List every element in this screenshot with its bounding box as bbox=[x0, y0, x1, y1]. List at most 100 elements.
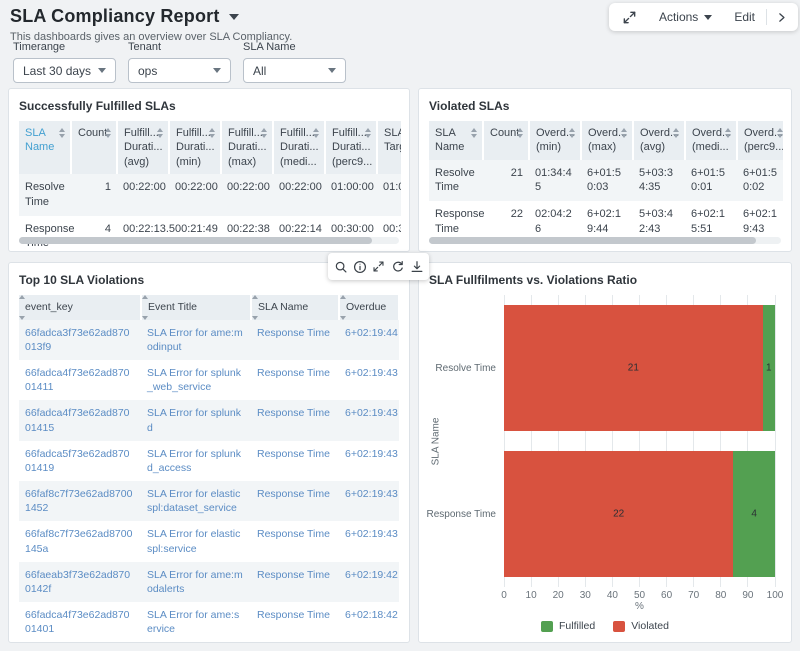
cell-event-title-link[interactable]: SLA Error for ame:service bbox=[141, 602, 251, 642]
horizontal-scrollbar[interactable] bbox=[19, 237, 399, 244]
cell-event-key-link[interactable]: 66fadca4f73e62ad87001401 bbox=[19, 602, 141, 642]
table-row: 66fadca4f73e62ad87001411 SLA Error for s… bbox=[19, 360, 399, 400]
cell-event-key-link[interactable]: 66faf8c7f73e62ad87001452 bbox=[19, 481, 141, 521]
horizontal-scrollbar[interactable] bbox=[429, 237, 781, 244]
cell-count: 21 bbox=[483, 160, 529, 202]
actions-button[interactable]: Actions bbox=[648, 3, 723, 31]
cell-sla-name-link[interactable]: Response Time bbox=[251, 481, 339, 521]
column-header[interactable]: SLA Name bbox=[19, 121, 71, 174]
search-icon bbox=[334, 260, 348, 274]
cell-sla-name-link[interactable]: Response Time bbox=[251, 562, 339, 602]
panel-fulfillment-ratio-chart: SLA Fullfilments vs. Violations Ratio SL… bbox=[418, 262, 792, 643]
collapse-panel-button[interactable] bbox=[767, 3, 796, 31]
legend-item-violated[interactable]: Violated bbox=[613, 620, 669, 632]
scrollbar-thumb[interactable] bbox=[19, 237, 372, 244]
cell-event-title-link[interactable]: SLA Error for splunkd bbox=[141, 400, 251, 440]
sort-icon bbox=[471, 128, 478, 138]
column-header[interactable]: Fulfill... Durati... (max) bbox=[221, 121, 273, 174]
column-header[interactable]: Overd... (avg) bbox=[633, 121, 685, 160]
cell-overdue-link[interactable]: 6+02:19:44 bbox=[339, 320, 399, 360]
download-icon bbox=[410, 260, 424, 274]
cell-sla-name-link[interactable]: Response Time bbox=[251, 521, 339, 561]
sort-icon bbox=[569, 128, 576, 138]
bar-segment-violated[interactable]: 21 bbox=[504, 305, 763, 431]
column-header[interactable]: Overd... (perc9... bbox=[737, 121, 783, 160]
table-row: 66faeab3f73e62ad8700142f SLA Error for a… bbox=[19, 562, 399, 602]
cell-event-key-link[interactable]: 66fadca5f73e62ad87001419 bbox=[19, 441, 141, 481]
column-header[interactable]: Fulfill... Durati... (medi... bbox=[273, 121, 325, 174]
cell-event-title-link[interactable]: SLA Error for splunkd_access bbox=[141, 441, 251, 481]
cell-event-title-link[interactable]: SLA Error for splunk_web_service bbox=[141, 360, 251, 400]
title-caret-icon[interactable] bbox=[229, 14, 239, 20]
bar-row: 211 bbox=[504, 295, 775, 441]
column-header[interactable]: event_key bbox=[19, 295, 141, 320]
column-header[interactable]: Fulfill... Durati... (min) bbox=[169, 121, 221, 174]
info-button[interactable] bbox=[352, 253, 367, 280]
column-header[interactable]: Count bbox=[483, 121, 529, 160]
cell-overdue-link[interactable]: 6+02:19:43 bbox=[339, 521, 399, 561]
cell-event-title-link[interactable]: SLA Error for ame:modalerts bbox=[141, 562, 251, 602]
table-row: Resolve Time 1 00:22:00 00:22:00 00:22:0… bbox=[19, 174, 401, 216]
timerange-select[interactable]: Last 30 days bbox=[13, 58, 116, 83]
cell-count: 1 bbox=[71, 174, 117, 216]
column-header-label: Count bbox=[490, 127, 519, 139]
cell-event-title-link[interactable]: SLA Error for ame:modinput bbox=[141, 320, 251, 360]
scrollbar-thumb[interactable] bbox=[429, 237, 756, 244]
edit-button[interactable]: Edit bbox=[723, 3, 766, 31]
info-icon bbox=[353, 260, 367, 274]
cell-sla-name-link[interactable]: Response Time bbox=[251, 642, 339, 643]
x-tick-label: 80 bbox=[715, 590, 726, 601]
column-header[interactable]: SLA Targe bbox=[377, 121, 401, 174]
legend-item-fulfilled[interactable]: Fulfilled bbox=[541, 620, 595, 632]
cell-overdue-link[interactable]: 6+02:18:42 bbox=[339, 602, 399, 642]
cell-sla-name-link[interactable]: Response Time bbox=[251, 320, 339, 360]
bar-segment-violated[interactable]: 22 bbox=[504, 451, 733, 577]
top10-table-clip: event_keyEvent TitleSLA NameOverdue 66fa… bbox=[19, 295, 401, 643]
column-header-label: SLA Targe bbox=[384, 127, 401, 153]
cell-overdue-link[interactable]: 6+02:19:42 bbox=[339, 562, 399, 602]
download-button[interactable] bbox=[409, 253, 424, 280]
cell-event-title-link[interactable]: SLA Error for elasticspl:dataset_service bbox=[141, 481, 251, 521]
cell-event-key-link[interactable]: 66fadca4f73e62ad87001415 bbox=[19, 400, 141, 440]
open-in-search-button[interactable] bbox=[333, 253, 348, 280]
tenant-select[interactable]: ops bbox=[128, 58, 231, 83]
column-header[interactable]: Fulfill... Durati... (avg) bbox=[117, 121, 169, 174]
bar-segment-fulfilled[interactable]: 4 bbox=[733, 451, 775, 577]
column-header[interactable]: Overd... (min) bbox=[529, 121, 581, 160]
expand-panel-button[interactable] bbox=[371, 253, 386, 280]
column-header[interactable]: Overdue bbox=[339, 295, 399, 320]
cell-overdue-link[interactable]: 6+02:19:43 bbox=[339, 441, 399, 481]
cell-overdue-link[interactable]: 6+02:19:43 bbox=[339, 360, 399, 400]
cell-event-title-link[interactable]: SLA Error for elasticspl:command bbox=[141, 642, 251, 643]
column-header-label: SLA Name bbox=[435, 127, 464, 153]
cell-sla-name-link[interactable]: Response Time bbox=[251, 360, 339, 400]
top10-table: event_keyEvent TitleSLA NameOverdue 66fa… bbox=[19, 295, 400, 643]
chart-title: SLA Fullfilments vs. Violations Ratio bbox=[429, 273, 781, 287]
maximize-button[interactable] bbox=[611, 3, 648, 31]
cell-sla-name-link[interactable]: Response Time bbox=[251, 602, 339, 642]
cell-event-key-link[interactable]: 66faeab3f73e62ad8700142f bbox=[19, 562, 141, 602]
column-header[interactable]: Count bbox=[71, 121, 117, 174]
cell-overdue-link[interactable]: 6+02:19:43 bbox=[339, 400, 399, 440]
cell-overdue-link[interactable]: 6+02:19:43 bbox=[339, 481, 399, 521]
column-header[interactable]: Fulfill... Durati... (perc9... bbox=[325, 121, 377, 174]
cell-event-title-link[interactable]: SLA Error for elasticspl:service bbox=[141, 521, 251, 561]
cell-event-key-link[interactable]: 66fadca4f73e62ad87001411 bbox=[19, 360, 141, 400]
bar-segment-fulfilled[interactable]: 1 bbox=[763, 305, 775, 431]
column-header[interactable]: SLA Name bbox=[251, 295, 339, 320]
cell-sla-name-link[interactable]: Response Time bbox=[251, 441, 339, 481]
x-tick-label: 60 bbox=[661, 590, 672, 601]
cell-overdue-link[interactable]: 6+02:18:42 bbox=[339, 642, 399, 643]
cell-overdue-avg: 5+03:34:35 bbox=[633, 160, 685, 202]
cell-event-key-link[interactable]: 66fadca4f73e62ad87001405 bbox=[19, 642, 141, 643]
sla-name-select[interactable]: All bbox=[243, 58, 346, 83]
cell-event-key-link[interactable]: 66faf8c7f73e62ad8700145a bbox=[19, 521, 141, 561]
cell-sla-name-link[interactable]: Response Time bbox=[251, 400, 339, 440]
x-tick-label: 20 bbox=[553, 590, 564, 601]
column-header[interactable]: Overd... (medi... bbox=[685, 121, 737, 160]
refresh-button[interactable] bbox=[390, 253, 405, 280]
cell-event-key-link[interactable]: 66fadca3f73e62ad870013f9 bbox=[19, 320, 141, 360]
column-header[interactable]: Event Title bbox=[141, 295, 251, 320]
column-header[interactable]: SLA Name bbox=[429, 121, 483, 160]
column-header[interactable]: Overd... (max) bbox=[581, 121, 633, 160]
